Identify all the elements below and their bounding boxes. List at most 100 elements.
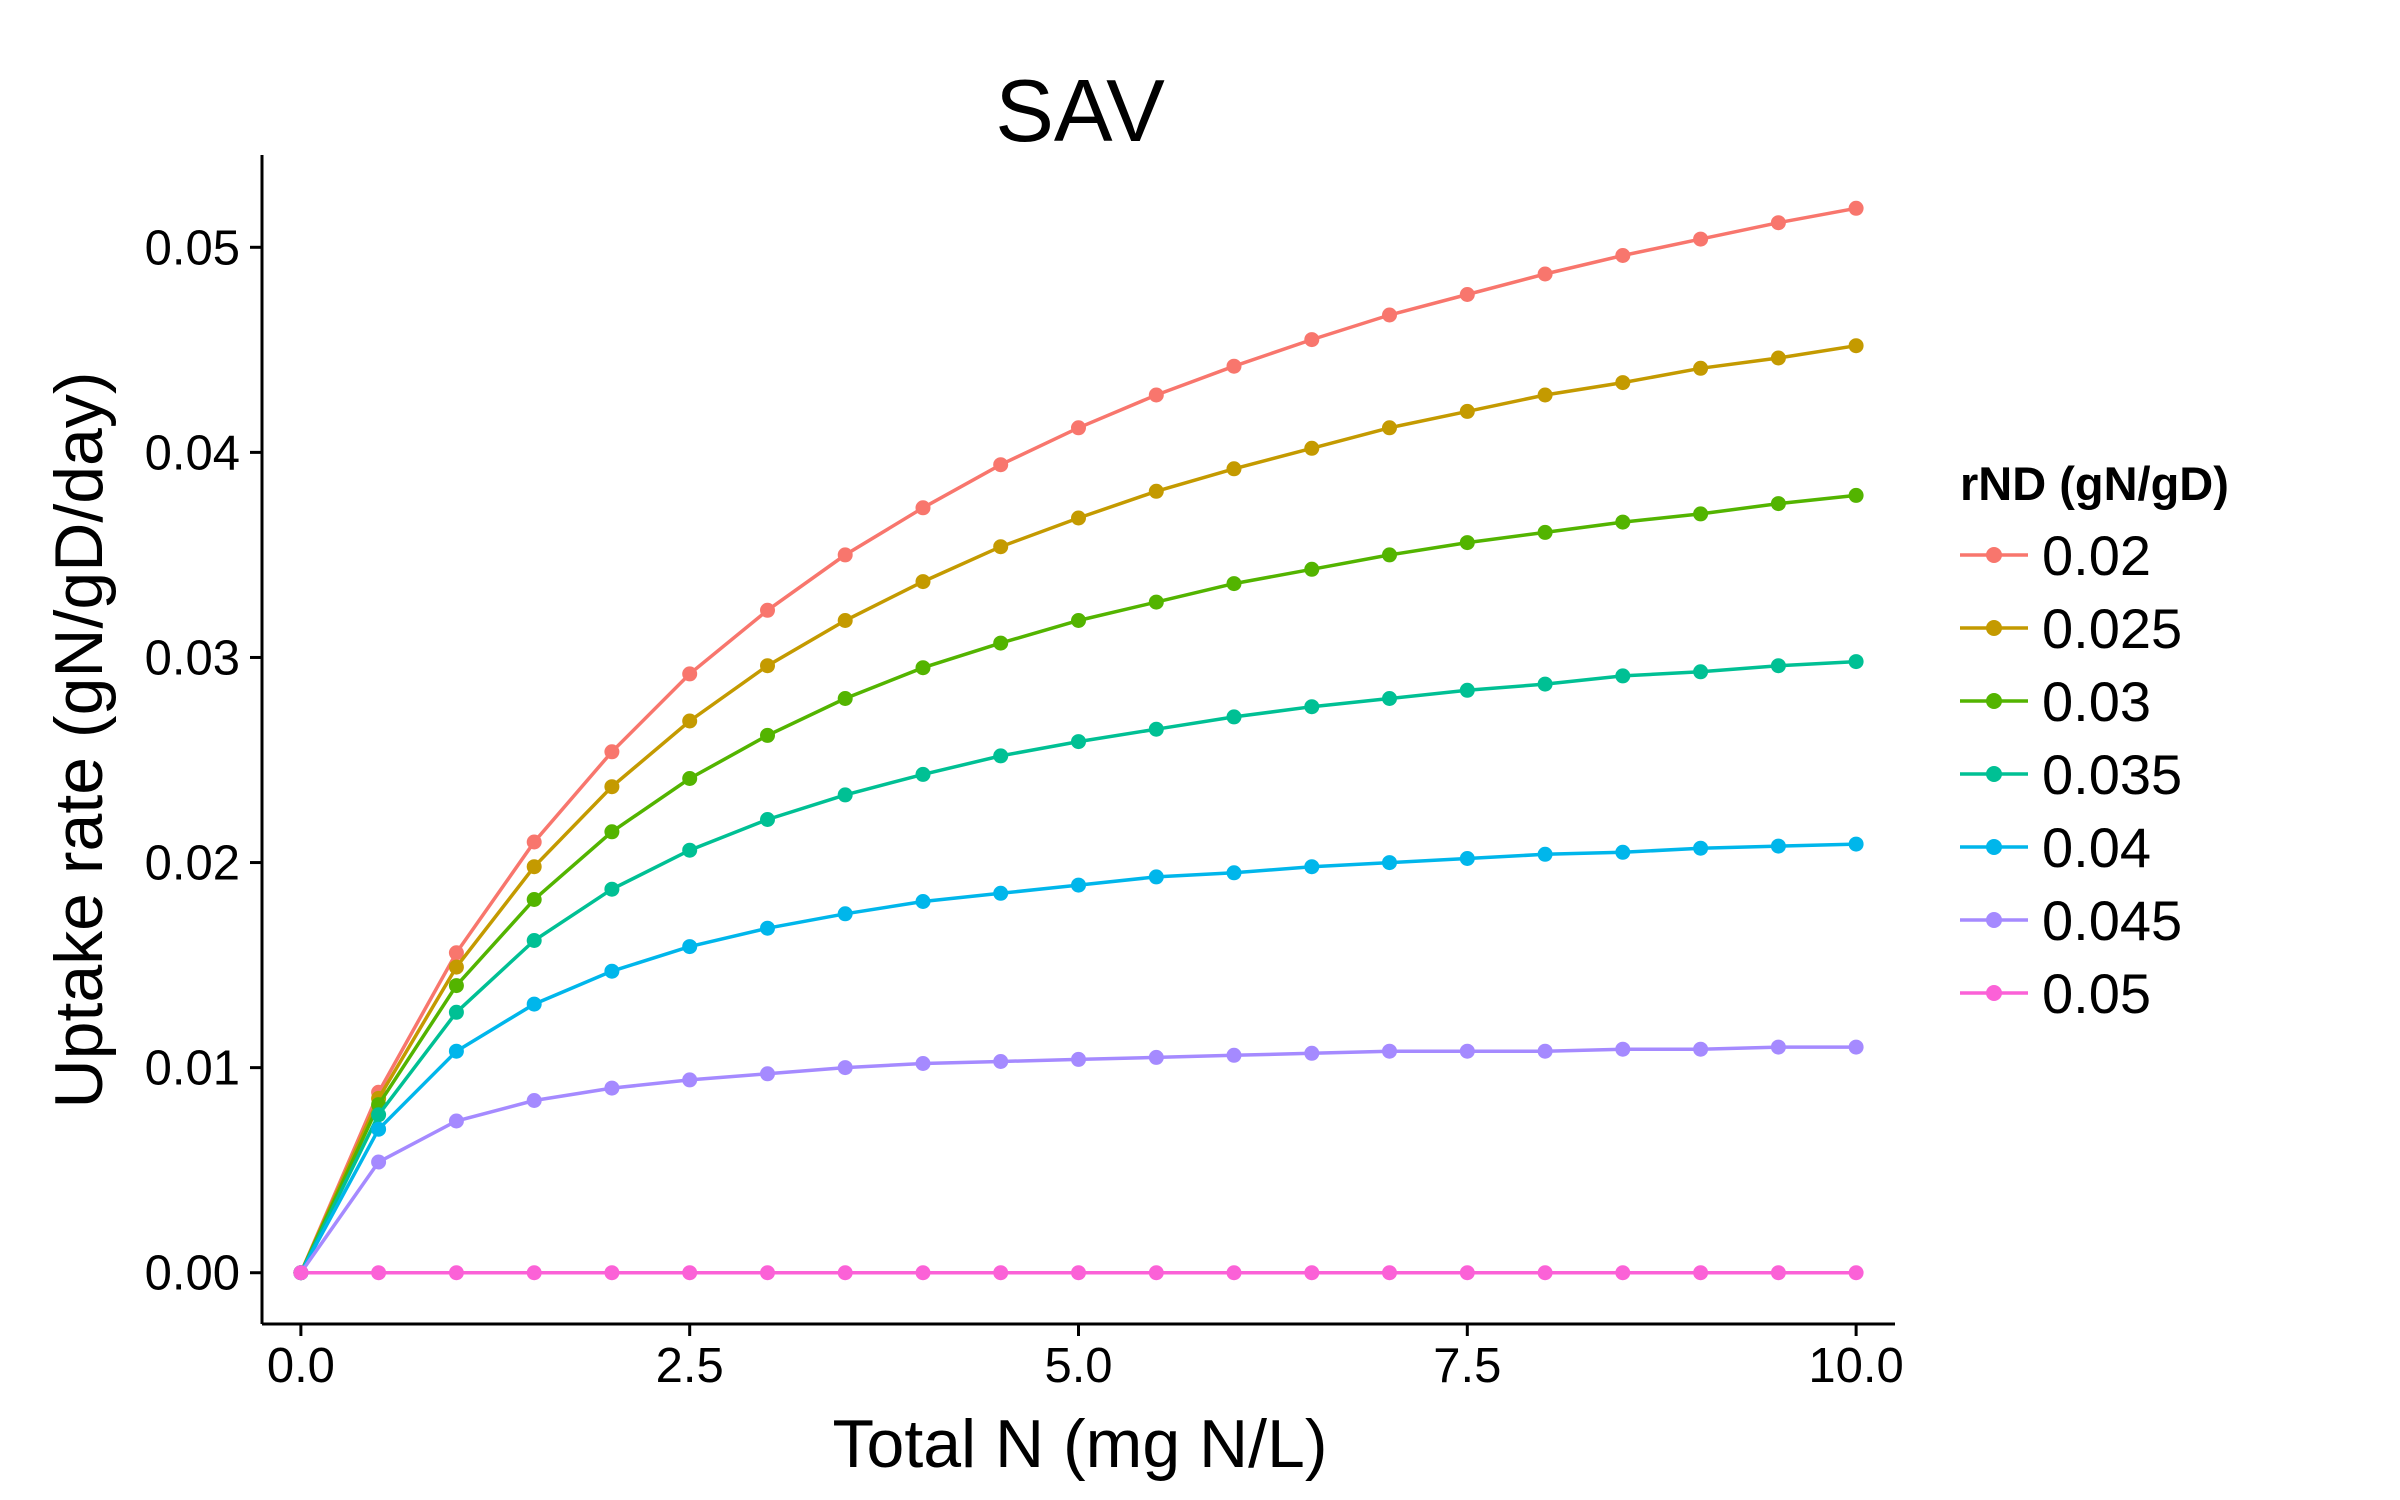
data-point	[371, 1107, 387, 1123]
data-point	[682, 713, 698, 729]
data-point	[1615, 248, 1631, 263]
data-point	[604, 963, 620, 979]
data-point	[1148, 387, 1164, 403]
data-point	[1537, 387, 1553, 403]
legend-label: 0.045	[2042, 889, 2182, 952]
data-point	[760, 658, 775, 674]
data-point	[1537, 676, 1553, 692]
legend: rND (gN/gD) 0.020.0250.030.0350.040.0450…	[1960, 457, 2229, 1025]
data-point	[1693, 840, 1709, 856]
legend-label: 0.05	[2042, 962, 2151, 1025]
data-point	[993, 457, 1009, 473]
data-point	[1148, 594, 1164, 610]
data-point	[993, 1265, 1009, 1281]
data-point	[1693, 506, 1709, 522]
data-point	[1615, 1041, 1631, 1057]
data-point	[1304, 859, 1320, 875]
data-point	[1693, 360, 1709, 376]
data-point	[371, 1265, 387, 1281]
data-point	[1382, 307, 1397, 323]
data-point	[448, 1004, 464, 1020]
data-point	[1304, 332, 1320, 348]
data-point	[1459, 535, 1475, 551]
series-line	[299, 659, 1857, 1274]
y-axis-ticks: 0.00 0.01 0.02 0.03 0.04 0.05	[145, 221, 262, 1301]
data-point	[1693, 1041, 1709, 1057]
series-0.04	[293, 836, 1864, 1281]
data-point	[915, 660, 931, 676]
data-point	[1071, 510, 1086, 526]
legend-item: 0.035	[1960, 743, 2182, 806]
data-point	[1304, 1045, 1320, 1061]
data-point	[1148, 1049, 1164, 1065]
series-0.05	[293, 1265, 1864, 1281]
data-point	[1615, 514, 1631, 530]
data-point	[1693, 1265, 1709, 1281]
data-point	[1304, 440, 1320, 456]
data-point	[993, 748, 1009, 764]
data-point	[915, 1056, 931, 1071]
series-0.02	[293, 200, 1864, 1281]
data-point	[1770, 350, 1786, 366]
data-point	[682, 939, 698, 955]
data-point	[760, 920, 775, 936]
data-point	[526, 1093, 542, 1108]
legend-item: 0.05	[1960, 962, 2151, 1025]
data-point	[604, 824, 620, 840]
data-point	[682, 1072, 698, 1088]
data-point	[526, 996, 542, 1012]
plot-series	[293, 200, 1864, 1281]
legend-key-point	[1986, 912, 2002, 928]
series-line	[299, 1045, 1857, 1274]
data-point	[837, 787, 853, 803]
series-line	[299, 343, 1857, 1274]
data-point	[1537, 266, 1553, 282]
legend-key-point	[1986, 766, 2002, 782]
data-point	[1459, 682, 1475, 698]
data-point	[993, 635, 1009, 651]
data-point	[1071, 613, 1086, 628]
data-point	[448, 945, 464, 961]
data-point	[1071, 420, 1086, 436]
y-tick-label: 0.04	[145, 426, 240, 480]
legend-label: 0.04	[2042, 816, 2151, 879]
data-point	[1848, 1039, 1864, 1055]
data-point	[1148, 1265, 1164, 1281]
data-point	[682, 842, 698, 858]
data-point	[1848, 200, 1864, 216]
data-point	[915, 574, 931, 590]
data-point	[837, 906, 853, 922]
data-point	[1304, 561, 1320, 577]
x-tick-label: 10.0	[1808, 1339, 1903, 1393]
legend-key-point	[1986, 693, 2002, 709]
data-point	[1848, 654, 1864, 670]
x-tick-label: 7.5	[1433, 1339, 1501, 1393]
y-axis-title: Uptake rate (gN/gD/day)	[41, 372, 117, 1109]
data-point	[1537, 846, 1553, 862]
data-point	[448, 1043, 464, 1059]
data-point	[293, 1265, 309, 1281]
data-point	[837, 1265, 853, 1281]
data-point	[915, 500, 931, 516]
data-point	[1848, 338, 1864, 354]
data-point	[1148, 721, 1164, 737]
data-point	[448, 959, 464, 975]
data-point	[526, 834, 542, 850]
legend-label: 0.025	[2042, 597, 2182, 660]
data-point	[1304, 699, 1320, 715]
legend-label: 0.02	[2042, 524, 2151, 587]
data-point	[1770, 1039, 1786, 1055]
data-point	[1537, 1043, 1553, 1059]
data-point	[760, 1265, 775, 1281]
series-0.025	[293, 338, 1864, 1281]
data-point	[1459, 287, 1475, 302]
data-point	[1382, 420, 1397, 436]
x-axis-ticks: 0.0 2.5 5.0 7.5 10.0	[267, 1324, 1904, 1393]
data-point	[1226, 358, 1242, 374]
data-point	[1770, 215, 1786, 231]
data-point	[1615, 844, 1631, 860]
data-point	[1071, 877, 1086, 893]
data-point	[1382, 1265, 1397, 1281]
data-point	[604, 779, 620, 795]
data-point	[1382, 547, 1397, 563]
